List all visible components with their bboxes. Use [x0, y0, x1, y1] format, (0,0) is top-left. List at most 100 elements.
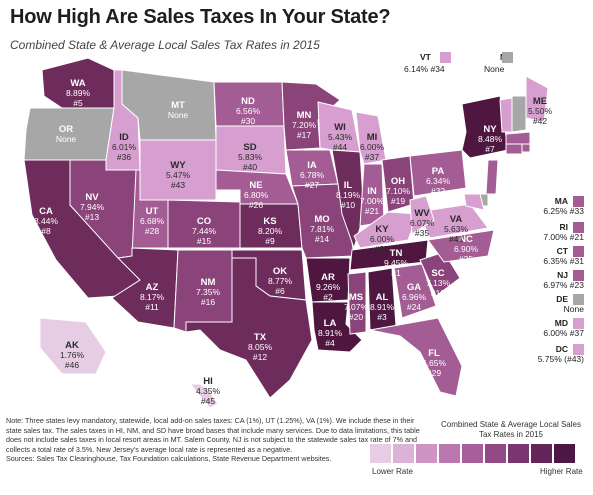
state-tx: [185, 257, 313, 399]
state-label-ny: NY 8.48% #7: [478, 124, 503, 154]
callout-abbr: MD: [554, 318, 568, 328]
state-label-mi: MI 6.00% #37: [360, 132, 385, 162]
state-ar: [305, 257, 351, 303]
state-label-id: ID 6.01% #36: [112, 132, 137, 162]
state-label-ak: AK 1.76% #46: [60, 340, 85, 370]
state-label-nd: ND 6.56% #30: [236, 96, 261, 126]
page-subtitle: Combined State & Average Local Sales Tax…: [10, 38, 320, 52]
callout-value: None: [563, 304, 584, 314]
state-fl: [369, 317, 463, 397]
state-label-az: AZ 8.17% #11: [140, 282, 165, 312]
legend-swatch: [416, 444, 437, 463]
state-label-ok: OK 8.77% #6: [268, 266, 293, 296]
legend-high-label: Higher Rate: [540, 467, 583, 476]
callout-ma: MA 6.25% #33: [522, 196, 584, 216]
state-mi: [355, 111, 387, 165]
callout-abbr: DC: [555, 344, 568, 354]
callout-swatch: [573, 222, 584, 233]
callout-swatch: [573, 270, 584, 281]
state-ri: [521, 143, 531, 153]
callout-nj: NJ 6.97% #23: [522, 270, 584, 290]
state-nc: [427, 229, 495, 263]
state-label-ia: IA 6.78% #27: [300, 160, 325, 190]
state-label-mo: MO 7.81% #14: [310, 214, 335, 244]
state-label-ut: UT 6.68% #28: [140, 206, 165, 236]
state-pa: [409, 149, 467, 197]
callout-abbr: MA: [554, 196, 568, 206]
callout-ct: CT 6.35% #31: [522, 246, 584, 266]
state-label-ar: AR 9.26% #2: [316, 272, 341, 302]
note-text: Note: Three states levy mandatory, state…: [6, 416, 420, 454]
callout-vt: VT 6.14% #34: [404, 52, 478, 74]
legend-swatch: [531, 444, 552, 463]
legend-swatch: [485, 444, 506, 463]
state-sc: [419, 251, 461, 297]
state-label-mt: MT None: [168, 100, 189, 120]
state-nj: [485, 159, 499, 195]
state-label-me: ME 5.50% #42: [528, 96, 553, 126]
callout-swatch: [573, 246, 584, 257]
state-ga: [393, 263, 437, 319]
callout-value: 6.97% #23: [543, 280, 584, 290]
state-label-al: AL 8.91% #3: [370, 292, 395, 322]
state-label-nc: NC 6.90% #25: [454, 234, 479, 264]
state-label-ky: KY 6.00% #37: [370, 224, 395, 254]
state-ct: [505, 143, 523, 155]
legend-swatch: [370, 444, 391, 463]
state-label-tn: TN 9.45% #1: [384, 248, 409, 278]
callout-abbr: RI: [559, 222, 569, 232]
callout-md: MD 6.00% #37: [522, 318, 584, 338]
page-title: How High Are Sales Taxes In Your State?: [10, 6, 391, 28]
footnote: Note: Three states levy mandatory, state…: [6, 416, 424, 464]
state-label-pa: PA 6.34% #32: [426, 166, 451, 196]
state-label-oh: OH 7.10% #19: [386, 176, 411, 206]
callout-value: 5.75% (#43): [537, 354, 584, 364]
legend-swatch: [439, 444, 460, 463]
state-label-sc: SC 7.13% #18: [426, 268, 451, 298]
state-label-nm: NM 7.35% #16: [196, 277, 221, 307]
callout-swatch: [573, 196, 584, 207]
callout-dc: DC 5.75% (#43): [522, 344, 584, 364]
callout-swatch: [440, 52, 451, 63]
state-label-tx: TX 8.05% #12: [248, 332, 273, 362]
callout-abbr: DE: [556, 294, 568, 304]
state-label-wv: WV 6.07% #35: [410, 208, 435, 238]
callout-swatch: [573, 344, 584, 355]
state-label-ms: MS 7.07% #20: [344, 292, 369, 322]
state-label-wa: WA 8.89% #5: [66, 78, 91, 108]
state-label-nv: NV 7.94% #13: [80, 192, 105, 222]
state-label-il: IL 8.19% #10: [336, 180, 361, 210]
state-ut: [131, 169, 169, 257]
state-label-ga: GA 6.96% #24: [402, 282, 427, 312]
callout-nh: NHNone: [484, 52, 528, 74]
legend-swatch: [508, 444, 529, 463]
callout-value: 6.25% #33: [543, 206, 584, 216]
state-label-wi: WI 5.43% #44: [328, 122, 353, 152]
callout-abbr: NJ: [557, 270, 568, 280]
state-va: [417, 203, 489, 239]
state-label-la: LA 8.91% #4: [318, 318, 343, 348]
legend-swatch: [462, 444, 483, 463]
state-hi: [188, 383, 219, 409]
state-vt: [499, 97, 513, 133]
state-ak: [39, 317, 107, 375]
callout-value: 7.00% #21: [543, 232, 584, 242]
state-wv: [409, 195, 435, 235]
callout-abbr: VT: [420, 52, 431, 62]
legend-swatch: [393, 444, 414, 463]
legend-low-label: Lower Rate: [372, 467, 413, 476]
callout-value: 6.35% #31: [543, 256, 584, 266]
state-md: [463, 193, 485, 211]
state-label-hi: HI 4.35% #45: [196, 376, 221, 406]
callout-swatch: [573, 294, 584, 305]
state-label-fl: FL 6.65% #29: [422, 348, 447, 378]
state-label-wy: WY 5.47% #43: [166, 160, 191, 190]
state-label-mn: MN 7.20% #17: [292, 110, 317, 140]
callout-de: DE None: [522, 294, 584, 314]
state-la: [311, 301, 363, 353]
state-label-ca: CA 8.44% #8: [34, 206, 59, 236]
state-ma: [505, 131, 531, 145]
legend-color-scale: [370, 444, 577, 463]
state-label-ks: KS 8.20% #9: [258, 216, 283, 246]
legend-title: Combined State & Average Local Sales Tax…: [441, 420, 581, 439]
